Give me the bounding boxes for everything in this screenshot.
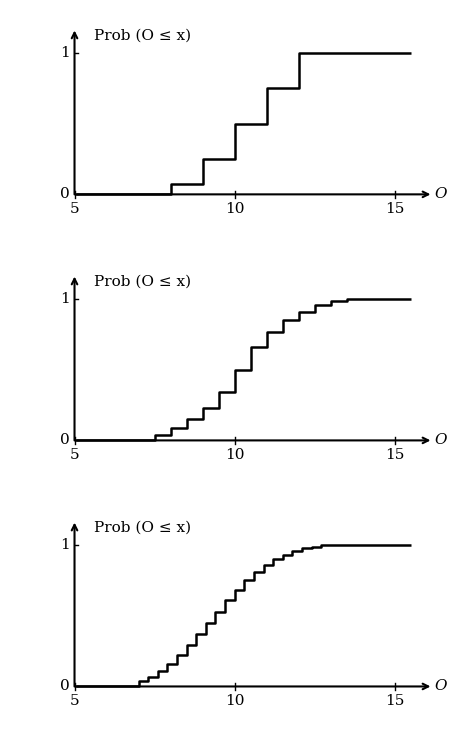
- Text: 10: 10: [225, 202, 244, 216]
- Text: 15: 15: [385, 694, 405, 708]
- Text: Prob (O ≤ x): Prob (O ≤ x): [94, 29, 191, 43]
- Text: O: O: [435, 188, 447, 202]
- Text: 10: 10: [225, 694, 244, 708]
- Text: 0: 0: [60, 679, 70, 693]
- Text: Prob (O ≤ x): Prob (O ≤ x): [94, 521, 191, 535]
- Text: 5: 5: [70, 448, 79, 463]
- Text: 5: 5: [70, 694, 79, 708]
- Text: 15: 15: [385, 448, 405, 463]
- Text: O: O: [435, 679, 447, 693]
- Text: 10: 10: [225, 448, 244, 463]
- Text: 1: 1: [60, 46, 70, 60]
- Text: Prob (O ≤ x): Prob (O ≤ x): [94, 275, 191, 289]
- Text: 0: 0: [60, 433, 70, 447]
- Text: 0: 0: [60, 188, 70, 202]
- Text: 1: 1: [60, 292, 70, 306]
- Text: 5: 5: [70, 202, 79, 216]
- Text: O: O: [435, 433, 447, 447]
- Text: 1: 1: [60, 538, 70, 552]
- Text: 15: 15: [385, 202, 405, 216]
